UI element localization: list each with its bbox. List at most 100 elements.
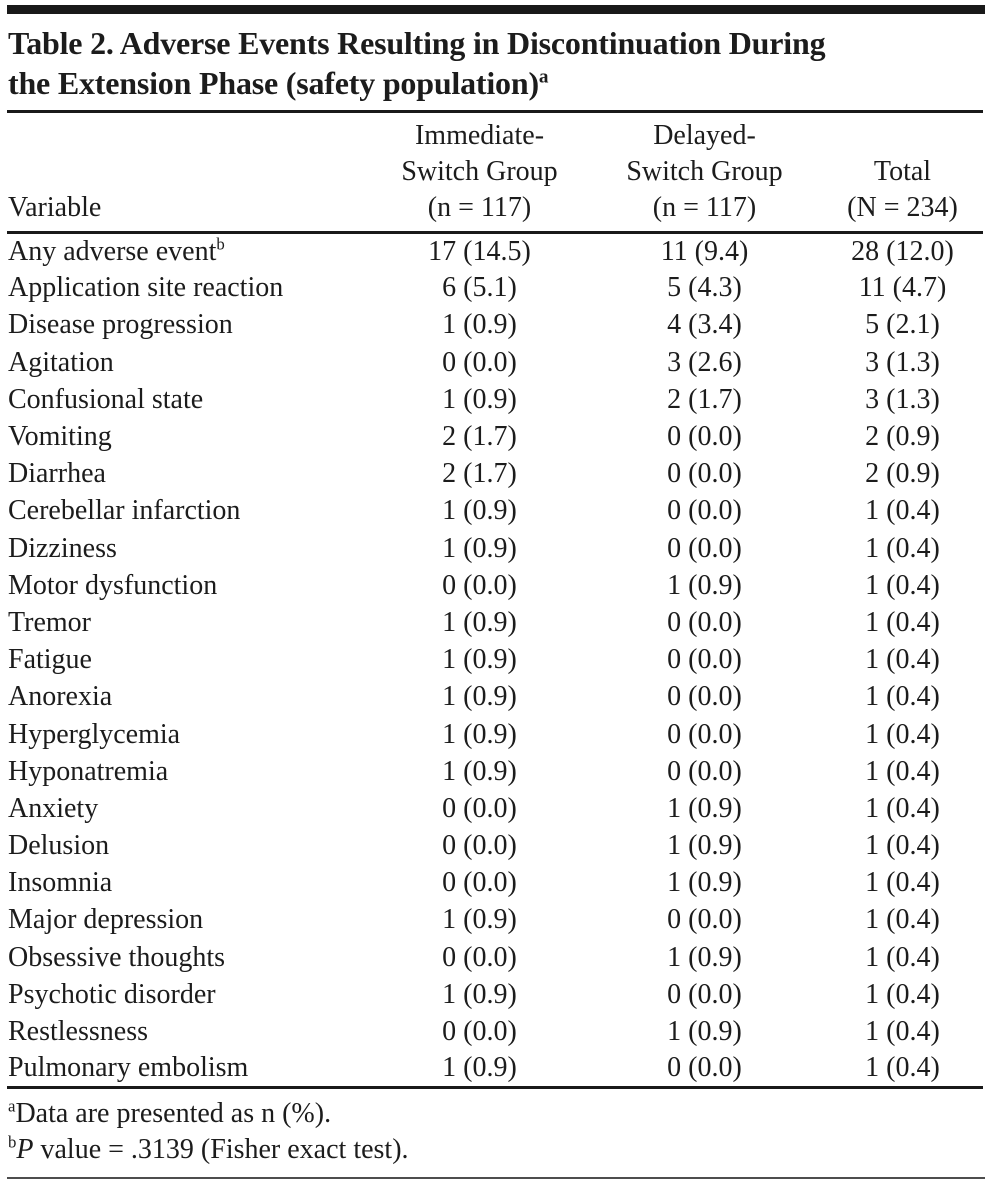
row-delayed-value: 0 (0.0) xyxy=(667,421,742,453)
table-row: Pulmonary embolism 1 (0.9) 0 (0.0) 1 (0.… xyxy=(7,1050,983,1090)
table-row: Diarrhea 2 (1.7) 0 (0.0) 2 (0.9) xyxy=(7,456,983,493)
column-header-total: Total (N = 234) xyxy=(822,110,983,234)
table-title-line2: the Extension Phase (safety population)a xyxy=(8,63,985,103)
table-row: Anxiety 0 (0.0) 1 (0.9) 1 (0.4) xyxy=(7,790,983,827)
row-variable-label: Major depression xyxy=(8,904,204,936)
row-total-value: 28 (12.0) xyxy=(851,235,954,267)
row-variable: Agitation xyxy=(7,344,372,381)
row-total-value: 1 (0.4) xyxy=(865,830,940,862)
row-total-value: 1 (0.4) xyxy=(865,495,940,527)
row-variable-label: Restlessness xyxy=(8,1016,148,1048)
table-row: Confusional state 1 (0.9) 2 (1.7) 3 (1.3… xyxy=(7,381,983,418)
table-title: Table 2. Adverse Events Resulting in Dis… xyxy=(8,23,985,103)
row-immediate-value: 1 (0.9) xyxy=(442,495,517,527)
row-variable-label: Confusional state xyxy=(8,383,204,415)
table-body: Any adverse eventb 17 (14.5) 11 (9.4) 28… xyxy=(7,233,983,1090)
header-immediate-n: (n = 117) xyxy=(427,192,532,223)
row-variable: Fatigue xyxy=(7,642,372,679)
table-row: Obsessive thoughts 0 (0.0) 1 (0.9) 1 (0.… xyxy=(7,939,983,976)
table-row: Agitation 0 (0.0) 3 (2.6) 3 (1.3) xyxy=(7,344,983,381)
row-immediate-value: 1 (0.9) xyxy=(442,309,517,341)
row-variable: Obsessive thoughts xyxy=(7,939,372,976)
row-total-value: 1 (0.4) xyxy=(865,978,940,1010)
row-immediate-value: 0 (0.0) xyxy=(442,867,517,899)
row-variable-label: Dizziness xyxy=(8,532,117,564)
row-variable-label: Delusion xyxy=(8,830,110,862)
row-variable-label: Diarrhea xyxy=(8,458,106,490)
row-total-value: 1 (0.4) xyxy=(865,644,940,676)
table-row: Restlessness 0 (0.0) 1 (0.9) 1 (0.4) xyxy=(7,1013,983,1050)
row-immediate-value: 1 (0.9) xyxy=(442,904,517,936)
row-total-value: 1 (0.4) xyxy=(865,792,940,824)
row-variable-label: Application site reaction xyxy=(8,272,284,304)
row-variable: Dizziness xyxy=(7,530,372,567)
table-row: Delusion 0 (0.0) 1 (0.9) 1 (0.4) xyxy=(7,828,983,865)
row-variable: Insomnia xyxy=(7,865,372,902)
header-row: Variable Immediate- Switch Group (n = 11… xyxy=(7,110,983,234)
row-delayed-value: 0 (0.0) xyxy=(587,1050,822,1090)
column-header-variable: Variable xyxy=(7,110,372,234)
row-immediate-value: 1 (0.9) xyxy=(442,606,517,638)
table-header: Variable Immediate- Switch Group (n = 11… xyxy=(7,110,983,234)
header-immediate-line2: Switch Group xyxy=(401,156,558,187)
table-title-line1: Table 2. Adverse Events Resulting in Dis… xyxy=(8,25,826,61)
column-header-immediate-switch-group: Immediate- Switch Group (n = 117) xyxy=(372,110,587,234)
row-delayed-value: 0 (0.0) xyxy=(667,755,742,787)
table-row: Motor dysfunction 0 (0.0) 1 (0.9) 1 (0.4… xyxy=(7,567,983,604)
table-row: Insomnia 0 (0.0) 1 (0.9) 1 (0.4) xyxy=(7,865,983,902)
row-total-value: 1 (0.4) xyxy=(865,1016,940,1048)
table-top-rule xyxy=(7,5,985,14)
row-variable-label: Obsessive thoughts xyxy=(8,941,225,973)
row-immediate-value: 1 (0.9) xyxy=(442,644,517,676)
row-total-value: 1 (0.4) xyxy=(865,681,940,713)
footnote-a: aData are presented as n (%). xyxy=(8,1096,985,1132)
row-variable-label: Fatigue xyxy=(8,644,92,676)
row-variable: Cerebellar infarction xyxy=(7,493,372,530)
row-variable-label: Vomiting xyxy=(8,421,112,453)
row-total-value: 1 (0.4) xyxy=(865,867,940,899)
row-variable: Restlessness xyxy=(7,1013,372,1050)
header-delayed-n: (n = 117) xyxy=(652,192,757,223)
row-delayed-value: 0 (0.0) xyxy=(667,904,742,936)
row-immediate-value: 17 (14.5) xyxy=(428,235,531,267)
row-immediate-value: 0 (0.0) xyxy=(442,569,517,601)
row-variable: Anxiety xyxy=(7,790,372,827)
table-row: Tremor 1 (0.9) 0 (0.0) 1 (0.4) xyxy=(7,604,983,641)
row-total-value: 2 (0.9) xyxy=(865,458,940,490)
table-row: Hyperglycemia 1 (0.9) 0 (0.0) 1 (0.4) xyxy=(7,716,983,753)
row-variable-label: Disease progression xyxy=(8,309,233,341)
row-delayed-value: 4 (3.4) xyxy=(667,309,742,341)
row-delayed-value: 0 (0.0) xyxy=(667,978,742,1010)
row-variable-label: Insomnia xyxy=(8,867,113,899)
table-footnotes: aData are presented as n (%). bP value =… xyxy=(7,1089,985,1168)
row-delayed-value: 1 (0.9) xyxy=(667,830,742,862)
row-immediate-value: 0 (0.0) xyxy=(442,1016,517,1048)
row-immediate-value: 1 (0.9) xyxy=(442,532,517,564)
header-delayed-line2: Switch Group xyxy=(626,156,783,187)
table-row: Vomiting 2 (1.7) 0 (0.0) 2 (0.9) xyxy=(7,418,983,455)
row-immediate-value: 0 (0.0) xyxy=(442,792,517,824)
footnote-a-text: Data are presented as n (%). xyxy=(15,1098,332,1130)
row-total-value: 1 (0.4) xyxy=(822,1050,983,1090)
row-immediate-value: 0 (0.0) xyxy=(442,941,517,973)
row-variable: Confusional state xyxy=(7,381,372,418)
row-delayed-value: 2 (1.7) xyxy=(667,383,742,415)
row-variable-label: Psychotic disorder xyxy=(8,978,216,1010)
row-delayed-value: 1 (0.9) xyxy=(667,569,742,601)
table-row: Cerebellar infarction 1 (0.9) 0 (0.0) 1 … xyxy=(7,493,983,530)
row-variable-label: Tremor xyxy=(8,606,91,638)
row-immediate-value: 1 (0.9) xyxy=(442,718,517,750)
footnote-b-text: value = .3139 (Fisher exact test). xyxy=(33,1134,409,1166)
row-variable: Anorexia xyxy=(7,679,372,716)
row-total-value: 1 (0.4) xyxy=(865,755,940,787)
row-variable: Hyperglycemia xyxy=(7,716,372,753)
footnote-b-marker: b xyxy=(8,1132,17,1152)
row-variable-label: Any adverse event xyxy=(8,235,217,267)
table-row: Any adverse eventb 17 (14.5) 11 (9.4) 28… xyxy=(7,233,983,270)
row-immediate-value: 6 (5.1) xyxy=(442,272,517,304)
header-immediate-line1: Immediate- xyxy=(414,120,545,151)
row-delayed-value: 11 (9.4) xyxy=(660,235,749,267)
row-variable: Psychotic disorder xyxy=(7,976,372,1013)
row-total-value: 3 (1.3) xyxy=(865,383,940,415)
table-title-line2-text: the Extension Phase (safety population) xyxy=(8,65,539,101)
